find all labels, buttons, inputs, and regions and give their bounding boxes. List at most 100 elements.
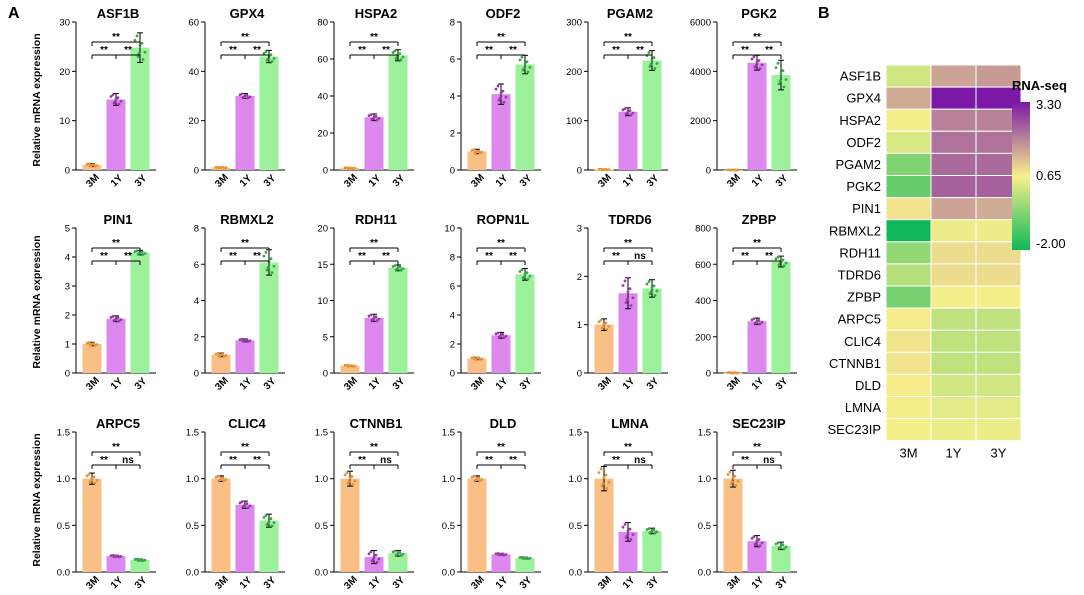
data-point	[478, 358, 482, 361]
data-point	[137, 252, 141, 255]
data-point	[141, 559, 145, 563]
data-point	[734, 371, 738, 375]
y-tick-label: 6	[450, 55, 455, 66]
data-point	[520, 55, 524, 59]
data-point	[502, 336, 506, 340]
y-tick-label: 0.5	[186, 521, 199, 532]
bar-3y	[130, 252, 150, 373]
bar-1y	[618, 531, 638, 572]
y-tick-label: 8	[450, 253, 455, 264]
data-point	[625, 534, 629, 537]
x-tick-label: 3M	[596, 375, 614, 393]
data-point	[375, 118, 379, 122]
data-point	[272, 56, 276, 60]
y-tick-label: 80	[317, 18, 328, 29]
panel-label-b: B	[818, 5, 830, 22]
significance-label: **	[485, 455, 493, 466]
data-point	[117, 319, 121, 323]
data-point	[522, 556, 526, 560]
x-tick-label: 3M	[84, 574, 102, 592]
y-tick-label: 2	[194, 332, 199, 343]
data-point	[752, 55, 756, 59]
bar-3y	[515, 64, 535, 170]
legend-tick-label: 3.30	[1036, 97, 1061, 112]
x-tick-label: 1Y	[621, 376, 638, 393]
significance-label: **	[509, 455, 517, 466]
data-point	[631, 533, 635, 537]
significance-label: **	[765, 45, 773, 56]
bar-3y	[130, 47, 150, 170]
data-point	[760, 320, 764, 324]
data-point	[650, 286, 654, 289]
data-point	[89, 343, 93, 347]
data-point	[351, 483, 355, 487]
data-point	[498, 96, 502, 100]
data-point	[776, 61, 780, 65]
significance-label: ns	[634, 251, 646, 262]
y-tick-label: 0.0	[315, 568, 328, 579]
data-point	[502, 100, 506, 104]
bar-3y	[259, 262, 279, 373]
y-tick-label: 20	[317, 224, 328, 235]
x-tick-label: 3Y	[774, 173, 791, 190]
x-tick-label: 1Y	[621, 575, 638, 592]
heatmap-cell	[975, 418, 1022, 442]
significance-label: **	[112, 32, 120, 43]
data-point	[758, 67, 762, 71]
panel-title: ASF1B	[97, 6, 140, 21]
data-point	[784, 261, 788, 265]
x-tick-label: 3Y	[774, 376, 791, 393]
data-point	[601, 482, 605, 485]
significance-label: **	[741, 455, 749, 466]
y-tick-label: 2	[450, 129, 455, 140]
heatmap-cell	[885, 175, 932, 199]
bar-3m	[467, 151, 487, 170]
bar-3y	[771, 545, 791, 572]
y-tick-label: 0	[65, 166, 70, 177]
data-point	[367, 552, 371, 556]
panel-pgk2: PGK2 0 2000 4000 6000 3M 1Y 3Y ** ** **	[690, 6, 797, 190]
data-point	[504, 95, 508, 99]
bar-3m	[594, 478, 614, 572]
x-tick-label: 1Y	[750, 575, 767, 592]
heatmap-row-label: SEC23IP	[828, 422, 881, 437]
y-tick-label: 0.0	[698, 568, 711, 579]
data-point	[600, 484, 604, 488]
data-point	[752, 317, 756, 321]
data-point	[269, 257, 273, 261]
heatmap-cell	[930, 175, 977, 199]
data-point	[623, 523, 627, 526]
heatmap-cell	[885, 418, 932, 442]
heatmap-cell	[930, 351, 977, 375]
significance-label: ns	[763, 455, 775, 466]
x-tick-label: 1Y	[367, 173, 384, 190]
data-point	[266, 266, 270, 269]
heatmap-cell	[930, 64, 977, 88]
heatmap-cell	[930, 86, 977, 110]
x-tick-label: 1Y	[750, 173, 767, 190]
y-tick-label: 6	[450, 282, 455, 293]
x-tick-label: 3Y	[262, 575, 279, 592]
x-tick-label: 3M	[469, 574, 487, 592]
y-tick-label: 0.0	[57, 568, 70, 579]
data-point	[621, 525, 625, 529]
data-point	[474, 150, 478, 154]
data-point	[782, 264, 786, 268]
data-point	[626, 290, 630, 294]
y-tick-label: 2	[577, 272, 582, 283]
x-tick-label: 3M	[213, 375, 231, 393]
data-point	[270, 524, 274, 528]
bar-1y	[106, 318, 126, 373]
data-point	[377, 557, 381, 561]
data-point	[395, 553, 399, 556]
x-tick-label: 3Y	[518, 173, 535, 190]
y-tick-label: 0.5	[57, 521, 70, 532]
data-point	[652, 56, 656, 59]
significance-label: **	[497, 32, 505, 43]
panel-title: CLIC4	[228, 416, 266, 431]
y-axis-label-row2: Relative mRNA expression	[31, 235, 43, 368]
heatmap-row-label: TDRD6	[838, 267, 881, 282]
y-tick-label: 0	[577, 369, 582, 380]
y-tick-label: 1.5	[442, 428, 455, 439]
